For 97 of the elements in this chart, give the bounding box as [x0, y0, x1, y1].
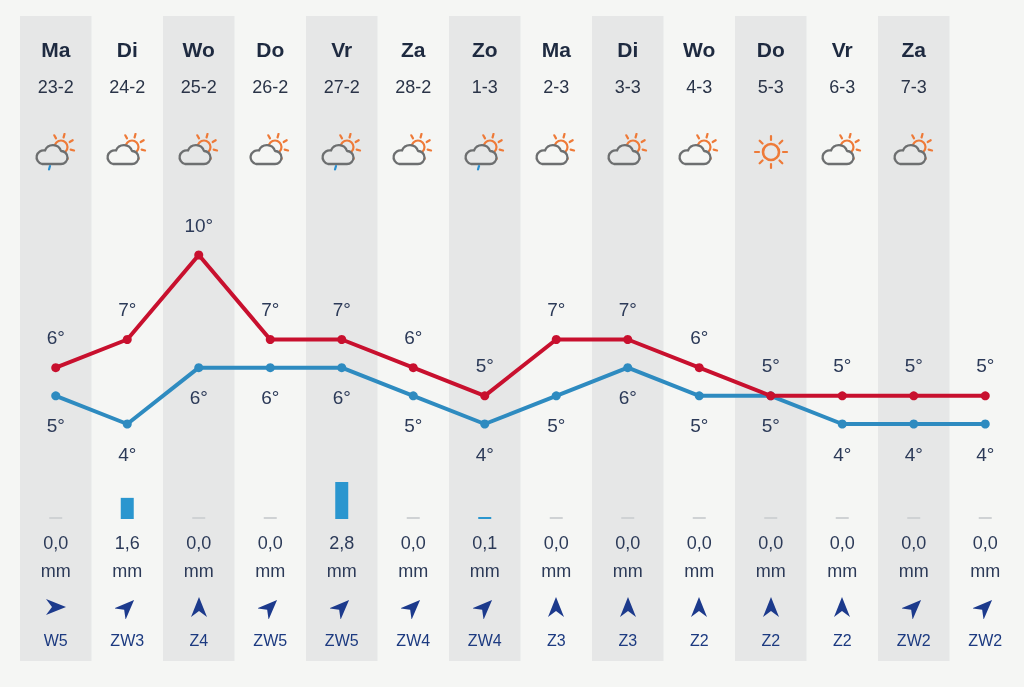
- data-label: 6°: [404, 327, 423, 349]
- text: ZW5: [253, 632, 288, 650]
- data-label: 0,0 mm: [541, 533, 572, 581]
- data-label: 4°: [475, 443, 494, 465]
- text: ZW3: [110, 632, 145, 650]
- data-label: 5°: [547, 415, 566, 437]
- data-label: 4°: [833, 443, 852, 465]
- data-label: 0,0 mm: [398, 533, 429, 581]
- data-label: 2,8 mm: [326, 533, 357, 581]
- text: W5: [43, 632, 68, 650]
- data-label: 7°: [332, 299, 351, 320]
- point: [122, 419, 132, 429]
- point: [337, 335, 347, 344]
- text: Z2: [761, 632, 781, 650]
- point: [909, 391, 919, 401]
- bar: [335, 482, 349, 519]
- data-label: 5°: [761, 415, 780, 437]
- data-label: 4°: [976, 443, 995, 465]
- text: Z2: [689, 632, 709, 650]
- x-tick-label: Ma 2-3: [541, 37, 572, 97]
- data-label: 5°: [475, 355, 494, 377]
- data-label: 0,0 mm: [755, 533, 786, 581]
- data-label: 6°: [46, 327, 65, 349]
- x-tick-label: Zo 1-3: [471, 37, 498, 97]
- data-label: 7°: [618, 299, 637, 320]
- data-label: 5°: [833, 355, 852, 377]
- data-label: 6°: [261, 387, 280, 409]
- data-label: 5°: [761, 355, 780, 377]
- data-label: 1,6 mm: [112, 533, 143, 581]
- x-tick-label: Do 5-3: [756, 37, 785, 97]
- text: ZW2: [896, 632, 931, 650]
- data-label: 6°: [189, 387, 208, 409]
- data-label: 0,0 mm: [684, 533, 715, 581]
- text: ZW4: [467, 632, 502, 650]
- data-label: 5°: [690, 415, 709, 437]
- point: [337, 363, 347, 373]
- x-tick-label: Di 24-2: [109, 37, 146, 97]
- point: [909, 419, 919, 429]
- data-label: 7°: [547, 299, 566, 320]
- data-label: 0,0 mm: [183, 533, 214, 581]
- data-label: 5°: [404, 415, 423, 437]
- text: ZW5: [324, 632, 359, 650]
- data-label: 4°: [904, 443, 923, 465]
- text: ZW2: [968, 632, 1003, 650]
- x-tick-label: Za 28-2: [395, 37, 432, 97]
- point: [980, 419, 990, 429]
- data-label: 0,0 mm: [40, 533, 71, 581]
- x-tick-label: Wo 4-3: [683, 37, 716, 97]
- x-tick-label: Wo 25-2: [180, 37, 217, 97]
- data-label: 0,0 mm: [970, 533, 1001, 581]
- data-label: 7°: [118, 299, 137, 320]
- text: Z3: [546, 632, 566, 650]
- point: [194, 250, 204, 260]
- data-label: 0,0 mm: [898, 533, 929, 581]
- data-label: 0,1 mm: [469, 533, 500, 581]
- data-label: 6°: [618, 387, 637, 409]
- data-label: 10°: [184, 214, 214, 236]
- point: [837, 419, 847, 429]
- text: Z2: [832, 632, 852, 650]
- x-tick-label: Vr 6-3: [829, 37, 856, 97]
- data-label: 5°: [976, 355, 995, 377]
- x-tick-label: Vr 27-2: [323, 37, 360, 97]
- x-tick-label: Ma 23-2: [37, 37, 74, 97]
- point: [408, 391, 418, 401]
- data-label: 4°: [118, 443, 137, 465]
- data-label: 6°: [690, 327, 709, 349]
- point: [122, 335, 132, 344]
- data-label: 0,0 mm: [612, 533, 643, 581]
- text: Z4: [189, 632, 209, 650]
- data-label: 7°: [261, 299, 280, 320]
- data-label: 6°: [332, 387, 351, 409]
- x-tick-label: Di 3-3: [614, 37, 641, 97]
- point: [194, 363, 204, 373]
- data-label: 0,0 mm: [255, 533, 286, 581]
- x-tick-label: Do 26-2: [252, 37, 289, 97]
- point: [408, 363, 418, 373]
- point: [51, 391, 61, 401]
- data-label: 5°: [46, 415, 65, 437]
- text: ZW4: [396, 632, 431, 650]
- point: [551, 335, 561, 344]
- point: [551, 391, 561, 401]
- point: [980, 391, 990, 401]
- point: [694, 391, 704, 401]
- point: [480, 419, 490, 429]
- bar: [120, 497, 134, 519]
- point: [265, 363, 275, 373]
- point: [623, 363, 633, 373]
- point: [265, 335, 275, 344]
- point: [694, 363, 704, 373]
- text: Z3: [618, 632, 638, 650]
- data-label: 0,0 mm: [827, 533, 858, 581]
- point: [623, 335, 633, 344]
- point: [51, 363, 61, 373]
- point: [837, 391, 847, 401]
- point: [480, 391, 490, 401]
- x-tick-label: Za 7-3: [900, 37, 927, 97]
- data-label: 5°: [904, 355, 923, 377]
